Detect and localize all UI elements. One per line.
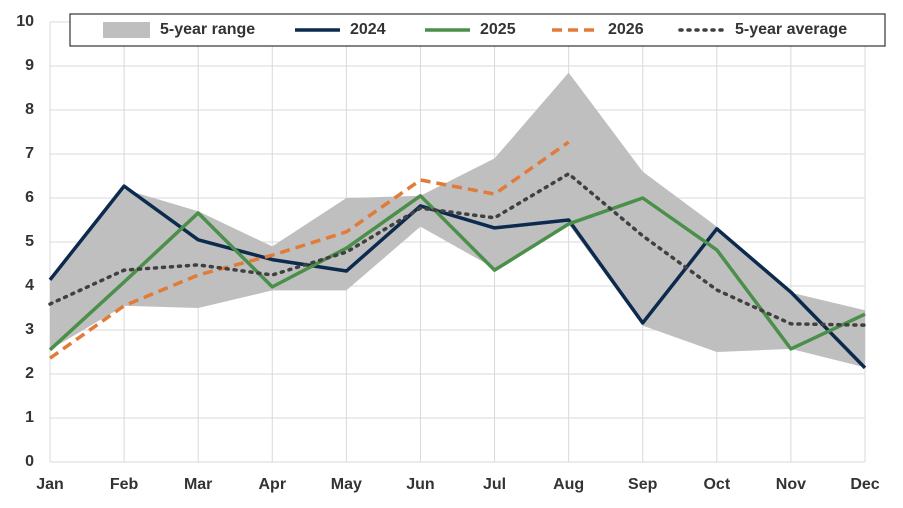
x-tick-label: Nov bbox=[776, 476, 806, 493]
y-tick-label: 2 bbox=[25, 365, 34, 382]
x-tick-label: Sep bbox=[628, 476, 658, 493]
y-tick-label: 4 bbox=[25, 277, 34, 294]
x-tick-label: Oct bbox=[703, 476, 730, 493]
legend-label: 2026 bbox=[608, 21, 644, 38]
range-area bbox=[50, 72, 865, 368]
y-tick-label: 8 bbox=[25, 101, 34, 118]
legend-label: 5-year range bbox=[160, 21, 255, 38]
y-tick-label: 3 bbox=[25, 321, 34, 338]
y-tick-label: 0 bbox=[25, 453, 34, 470]
x-tick-label: Jul bbox=[483, 476, 506, 493]
legend-swatch bbox=[103, 22, 150, 38]
series-line bbox=[48, 140, 570, 360]
series-line bbox=[48, 194, 866, 352]
y-tick-label: 9 bbox=[25, 57, 34, 74]
y-tick-label: 5 bbox=[25, 233, 34, 250]
series-line bbox=[48, 172, 867, 327]
legend-label: 5-year average bbox=[735, 21, 847, 38]
x-tick-label: Feb bbox=[110, 476, 139, 493]
x-tick-label: Mar bbox=[184, 476, 212, 493]
legend-box bbox=[69, 13, 886, 47]
x-tick-label: Jan bbox=[36, 476, 64, 493]
x-tick-label: Apr bbox=[258, 476, 286, 493]
y-tick-label: 1 bbox=[25, 409, 34, 426]
x-tick-label: Dec bbox=[850, 476, 879, 493]
x-tick-label: May bbox=[331, 476, 362, 493]
series-line bbox=[48, 184, 867, 370]
legend-label: 2024 bbox=[350, 21, 386, 38]
y-tick-label: 7 bbox=[25, 145, 34, 162]
y-tick-label: 10 bbox=[16, 13, 34, 30]
y-tick-label: 6 bbox=[25, 189, 34, 206]
legend-label: 2025 bbox=[480, 21, 516, 38]
x-tick-label: Jun bbox=[406, 476, 434, 493]
x-tick-label: Aug bbox=[553, 476, 584, 493]
